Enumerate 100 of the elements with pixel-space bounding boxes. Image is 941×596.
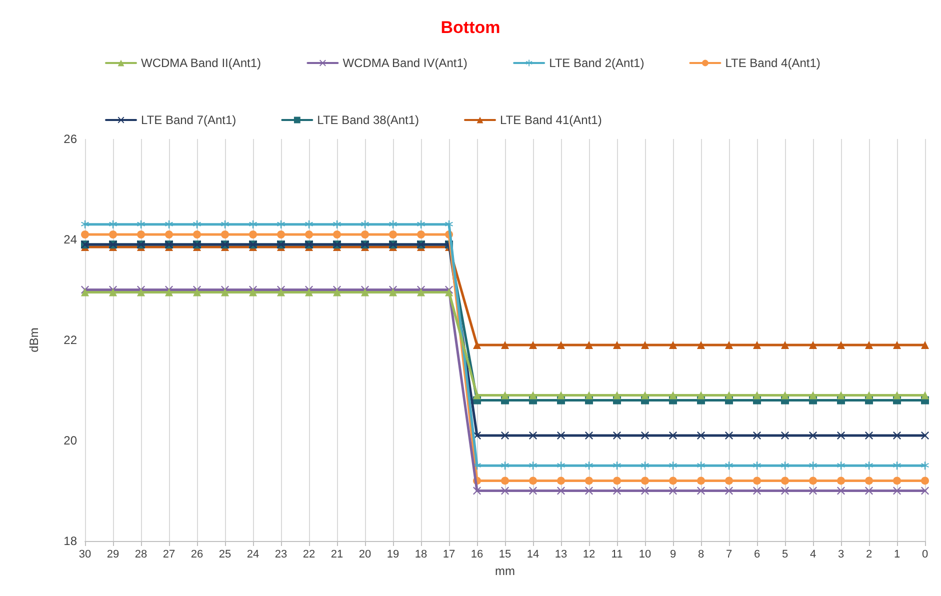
point	[809, 462, 817, 470]
point	[697, 431, 705, 440]
point	[893, 462, 901, 470]
point	[361, 288, 369, 296]
x-tick-label: 13	[554, 548, 568, 560]
x-tick-label: 7	[726, 548, 732, 560]
x-tick-label: 18	[414, 548, 428, 560]
point	[809, 486, 817, 495]
point	[837, 391, 845, 400]
y-tick-label: 24	[64, 232, 78, 246]
point	[585, 476, 593, 485]
legend-label: LTE Band 4(Ant1)	[725, 56, 820, 70]
x-tick-label: 16	[470, 548, 484, 560]
point	[333, 288, 341, 296]
x-tick-label: 6	[754, 548, 760, 560]
x-tick-label: 21	[330, 548, 344, 560]
point	[613, 391, 621, 400]
point	[277, 288, 285, 296]
point	[613, 431, 621, 440]
point	[613, 341, 621, 350]
point	[361, 230, 369, 238]
point	[81, 230, 89, 238]
x-tick-label: 14	[526, 548, 540, 560]
point	[641, 476, 649, 485]
point	[641, 431, 649, 440]
point	[277, 220, 285, 228]
point	[781, 486, 789, 495]
point	[809, 341, 817, 350]
legend-label: LTE Band 2(Ant1)	[549, 56, 644, 70]
point	[277, 230, 285, 238]
point	[193, 220, 201, 228]
x-tick-label: 29	[106, 548, 120, 560]
point	[837, 341, 845, 350]
point	[613, 486, 621, 495]
point	[781, 462, 789, 470]
point	[249, 220, 257, 228]
x-tick-label: 2	[866, 548, 872, 560]
legend-label: WCDMA Band II(Ant1)	[141, 56, 262, 70]
point	[501, 391, 509, 400]
x-tick-label: 22	[302, 548, 316, 560]
y-tick-label: 20	[64, 434, 78, 448]
point	[753, 341, 761, 350]
point	[81, 220, 89, 228]
point	[865, 341, 873, 350]
point	[725, 462, 733, 470]
point	[725, 431, 733, 440]
point	[165, 288, 173, 296]
y-tick-label: 26	[64, 132, 78, 146]
point	[501, 476, 509, 485]
point	[697, 341, 705, 350]
point	[221, 220, 229, 228]
point	[557, 486, 565, 495]
point	[641, 486, 649, 495]
y-tick-label: 18	[64, 534, 78, 548]
point	[893, 486, 901, 495]
point	[585, 391, 593, 400]
x-tick-label: 9	[670, 548, 676, 560]
point	[613, 476, 621, 485]
point	[921, 391, 929, 400]
point	[921, 431, 929, 440]
point	[501, 462, 509, 470]
point	[361, 220, 369, 228]
point	[137, 288, 145, 296]
x-tick-label: 20	[358, 548, 372, 560]
point	[725, 341, 733, 350]
point	[585, 462, 593, 470]
point	[501, 341, 509, 350]
point	[781, 391, 789, 400]
x-tick-label: 28	[134, 548, 148, 560]
point	[557, 431, 565, 440]
y-tick-label: 22	[64, 333, 78, 347]
x-axis-title: mm	[495, 564, 515, 578]
point	[193, 230, 201, 238]
point	[865, 476, 873, 485]
point	[557, 462, 565, 470]
x-tick-label: 25	[218, 548, 232, 560]
point	[753, 486, 761, 495]
point	[753, 462, 761, 470]
y-axis-title: dBm	[27, 328, 41, 352]
legend-label: WCDMA Band IV(Ant1)	[342, 56, 468, 70]
point	[893, 431, 901, 440]
point	[697, 476, 705, 485]
x-tick-label: 12	[582, 548, 596, 560]
legend-label: LTE Band 41(Ant1)	[500, 113, 602, 127]
x-tick-label: 30	[78, 548, 92, 560]
point	[809, 431, 817, 440]
point	[865, 486, 873, 495]
x-tick-label: 3	[838, 548, 844, 560]
x-tick-label: 11	[611, 548, 623, 560]
point	[697, 391, 705, 400]
point	[921, 341, 929, 350]
x-tick-label: 26	[190, 548, 204, 560]
x-tick-label: 17	[442, 548, 456, 560]
point	[305, 220, 313, 228]
point	[529, 462, 537, 470]
point	[669, 431, 677, 440]
point	[781, 341, 789, 350]
point	[417, 220, 425, 228]
point	[781, 431, 789, 440]
point	[697, 462, 705, 470]
